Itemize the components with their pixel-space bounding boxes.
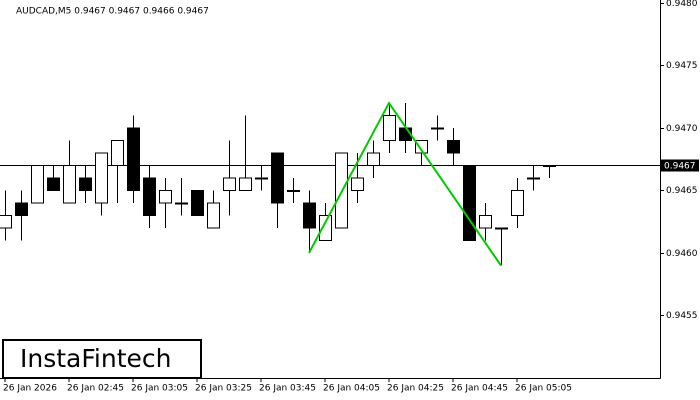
- candle-body: [47, 177, 60, 191]
- y-tick-label: 0.9470: [666, 124, 698, 134]
- x-tick-label: 26 Jan 03:45: [259, 384, 316, 394]
- x-tick-label: 26 Jan 03:05: [131, 384, 188, 394]
- candle-body: [207, 202, 220, 229]
- candle-body: [223, 177, 236, 191]
- candle-body: [95, 152, 108, 204]
- x-tick-label: 26 Jan 04:45: [451, 384, 508, 394]
- candle-body: [463, 165, 476, 241]
- candle-body: [383, 115, 396, 141]
- candle-body: [79, 177, 92, 191]
- candle-body: [527, 177, 540, 180]
- candle-body: [367, 152, 380, 166]
- candle-body: [415, 140, 428, 154]
- candle-body: [271, 152, 284, 204]
- candle-body: [511, 190, 524, 216]
- candle-body: [63, 165, 76, 204]
- x-tick-label: 26 Jan 04:05: [323, 384, 380, 394]
- logo-box: [2, 339, 202, 379]
- pattern-line: [308, 101, 502, 267]
- chart-title: AUDCAD,M5 0.9467 0.9467 0.9466 0.9467: [16, 7, 209, 17]
- x-tick-label: 26 Jan 02:45: [67, 384, 124, 394]
- candle-body: [431, 127, 444, 130]
- candle-body: [447, 140, 460, 154]
- candle-body: [239, 177, 252, 191]
- candle-body: [495, 227, 508, 230]
- price-label-box: [661, 159, 699, 172]
- logo: InstaFintech: [20, 344, 172, 373]
- price-label: 0.9467: [664, 162, 696, 172]
- candle-body: [255, 177, 268, 180]
- x-tick-label: 26 Jan 2026: [3, 384, 57, 394]
- candle-body: [127, 127, 140, 191]
- candle-body: [351, 177, 364, 191]
- x-tick-label: 26 Jan 05:05: [515, 384, 572, 394]
- candle-body: [0, 215, 12, 229]
- y-tick-label: 0.9460: [666, 249, 698, 259]
- candle-body: [303, 202, 316, 229]
- x-tick-label: 26 Jan 04:25: [387, 384, 444, 394]
- candle-body: [143, 177, 156, 216]
- candle-body: [15, 202, 28, 216]
- candle-body: [111, 140, 124, 166]
- candle-body: [191, 190, 204, 216]
- y-tick-label: 0.9480: [666, 0, 698, 9]
- candle-body: [175, 202, 188, 205]
- x-tick-label: 26 Jan 03:25: [195, 384, 252, 394]
- y-tick-label: 0.9475: [666, 61, 698, 71]
- candle-body: [287, 190, 300, 192]
- candle-body: [159, 190, 172, 204]
- y-tick-label: 0.9455: [666, 311, 698, 321]
- candle-body: [319, 215, 332, 241]
- candle-body: [543, 165, 556, 167]
- y-tick-label: 0.9465: [666, 186, 698, 196]
- candle-body: [31, 165, 44, 204]
- candle-body: [479, 215, 492, 229]
